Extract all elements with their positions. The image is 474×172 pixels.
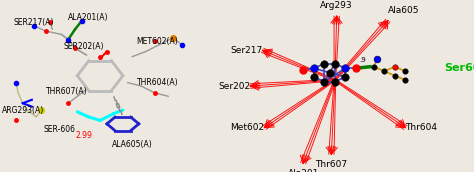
Text: Arg293: Arg293 [320, 1, 353, 10]
Text: MET602(A): MET602(A) [137, 37, 178, 46]
Text: THR607(A): THR607(A) [46, 87, 87, 96]
Text: Ala605: Ala605 [388, 6, 419, 15]
Text: Ser202: Ser202 [219, 82, 250, 90]
Text: Thr607: Thr607 [315, 160, 347, 169]
Text: .9: .9 [360, 57, 366, 63]
Text: ALA605(A): ALA605(A) [111, 140, 152, 149]
Text: Thr604: Thr604 [405, 123, 438, 132]
Text: Met602: Met602 [230, 123, 264, 132]
Text: ARG293(A): ARG293(A) [2, 106, 45, 115]
Text: SER217(A): SER217(A) [14, 18, 54, 27]
Text: SER202(A): SER202(A) [64, 42, 104, 51]
Text: Ala201: Ala201 [288, 169, 319, 172]
Text: Ser606: Ser606 [444, 63, 474, 73]
Text: THR604(A): THR604(A) [137, 78, 178, 87]
Text: SER-606: SER-606 [43, 125, 75, 133]
Text: ALA201(A): ALA201(A) [68, 13, 109, 22]
Text: Ser217: Ser217 [230, 46, 263, 55]
Text: 2.99: 2.99 [75, 131, 92, 140]
